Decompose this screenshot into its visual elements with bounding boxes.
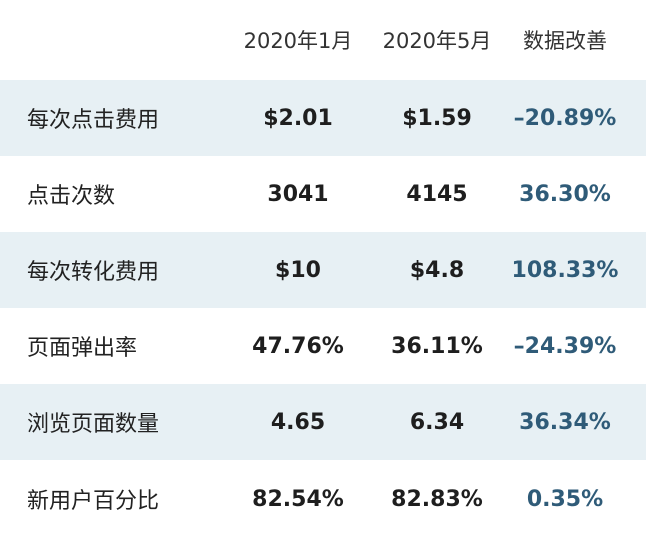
table-row: 点击次数 3041 4145 36.30% — [0, 156, 646, 232]
value-may: 82.83% — [391, 486, 483, 512]
value-jan: 82.54% — [252, 486, 344, 512]
value-jan: 47.76% — [252, 333, 344, 359]
improvement: –24.39% — [513, 333, 617, 359]
value-jan: 3041 — [267, 181, 329, 207]
value-may: $4.8 — [409, 257, 465, 283]
table-row: 页面弹出率 47.76% 36.11% –24.39% — [0, 308, 646, 384]
row-label: 每次转化费用 — [27, 260, 160, 285]
improvement: 36.30% — [519, 181, 611, 207]
value-may: $1.59 — [402, 105, 472, 131]
value-may: 6.34 — [409, 409, 465, 435]
value-may: 36.11% — [391, 333, 483, 359]
improvement: 36.34% — [519, 409, 611, 435]
value-jan: $10 — [275, 257, 321, 283]
value-jan: $2.01 — [263, 105, 333, 131]
table-row: 每次点击费用 $2.01 $1.59 –20.89% — [0, 80, 646, 156]
value-jan: 4.65 — [270, 409, 326, 435]
table-row: 新用户百分比 82.54% 82.83% 0.35% — [0, 460, 646, 538]
improvement: 108.33% — [511, 257, 619, 283]
improvement: –20.89% — [513, 105, 617, 131]
row-label: 点击次数 — [27, 184, 116, 209]
column-header: 数据改善 — [523, 29, 607, 53]
table-row: 浏览页面数量 4.65 6.34 36.34% — [0, 384, 646, 460]
value-may: 4145 — [406, 181, 468, 207]
row-label: 每次点击费用 — [27, 108, 160, 133]
row-label: 页面弹出率 — [27, 336, 138, 361]
column-header: 2020年5月 — [382, 29, 492, 53]
header-row: 2020年1月 2020年5月 数据改善 — [0, 0, 646, 80]
table-row: 每次转化费用 $10 $4.8 108.33% — [0, 232, 646, 308]
improvement: 0.35% — [526, 486, 604, 512]
column-header: 2020年1月 — [243, 29, 353, 53]
row-label: 浏览页面数量 — [27, 412, 160, 437]
row-label: 新用户百分比 — [27, 489, 160, 514]
